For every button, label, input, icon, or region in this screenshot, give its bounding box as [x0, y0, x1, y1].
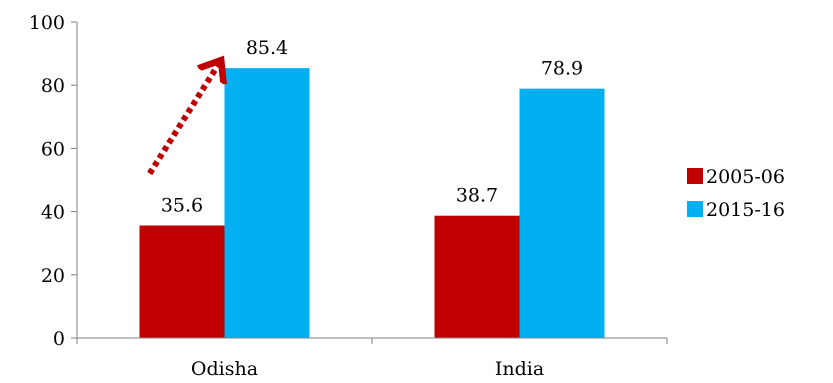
data-label: 78.9	[541, 58, 583, 80]
y-tick-label: 60	[41, 138, 65, 160]
y-axis-ticks: 0 20 40 60 80 100	[29, 12, 77, 350]
data-labels: 35.6 85.4 38.7 78.9	[161, 37, 583, 216]
legend: 2005-06 2015-16	[687, 166, 785, 221]
data-label: 38.7	[456, 185, 498, 207]
data-label: 35.6	[161, 195, 203, 217]
bar-india-2015-16	[519, 88, 605, 339]
legend-label: 2005-06	[706, 166, 785, 188]
legend-label: 2015-16	[706, 199, 785, 221]
growth-arrow	[147, 61, 221, 176]
legend-swatch	[687, 201, 703, 217]
x-axis-categories: Odisha India	[191, 358, 544, 380]
bar-odisha-2005-06	[139, 225, 225, 338]
bars	[139, 68, 605, 339]
y-tick-label: 80	[41, 75, 65, 97]
data-label: 85.4	[246, 37, 288, 59]
x-category-label: Odisha	[191, 358, 258, 380]
x-category-label: India	[495, 358, 544, 380]
y-tick-label: 40	[41, 202, 65, 224]
legend-swatch	[687, 168, 703, 184]
y-tick-label: 0	[53, 328, 65, 350]
y-tick-label: 20	[41, 265, 65, 287]
growth-arrow-annotation	[147, 61, 221, 176]
bar-odisha-2015-16	[224, 68, 310, 339]
y-tick-label: 100	[29, 12, 65, 34]
axes	[76, 22, 668, 344]
bar-india-2005-06	[434, 215, 520, 338]
